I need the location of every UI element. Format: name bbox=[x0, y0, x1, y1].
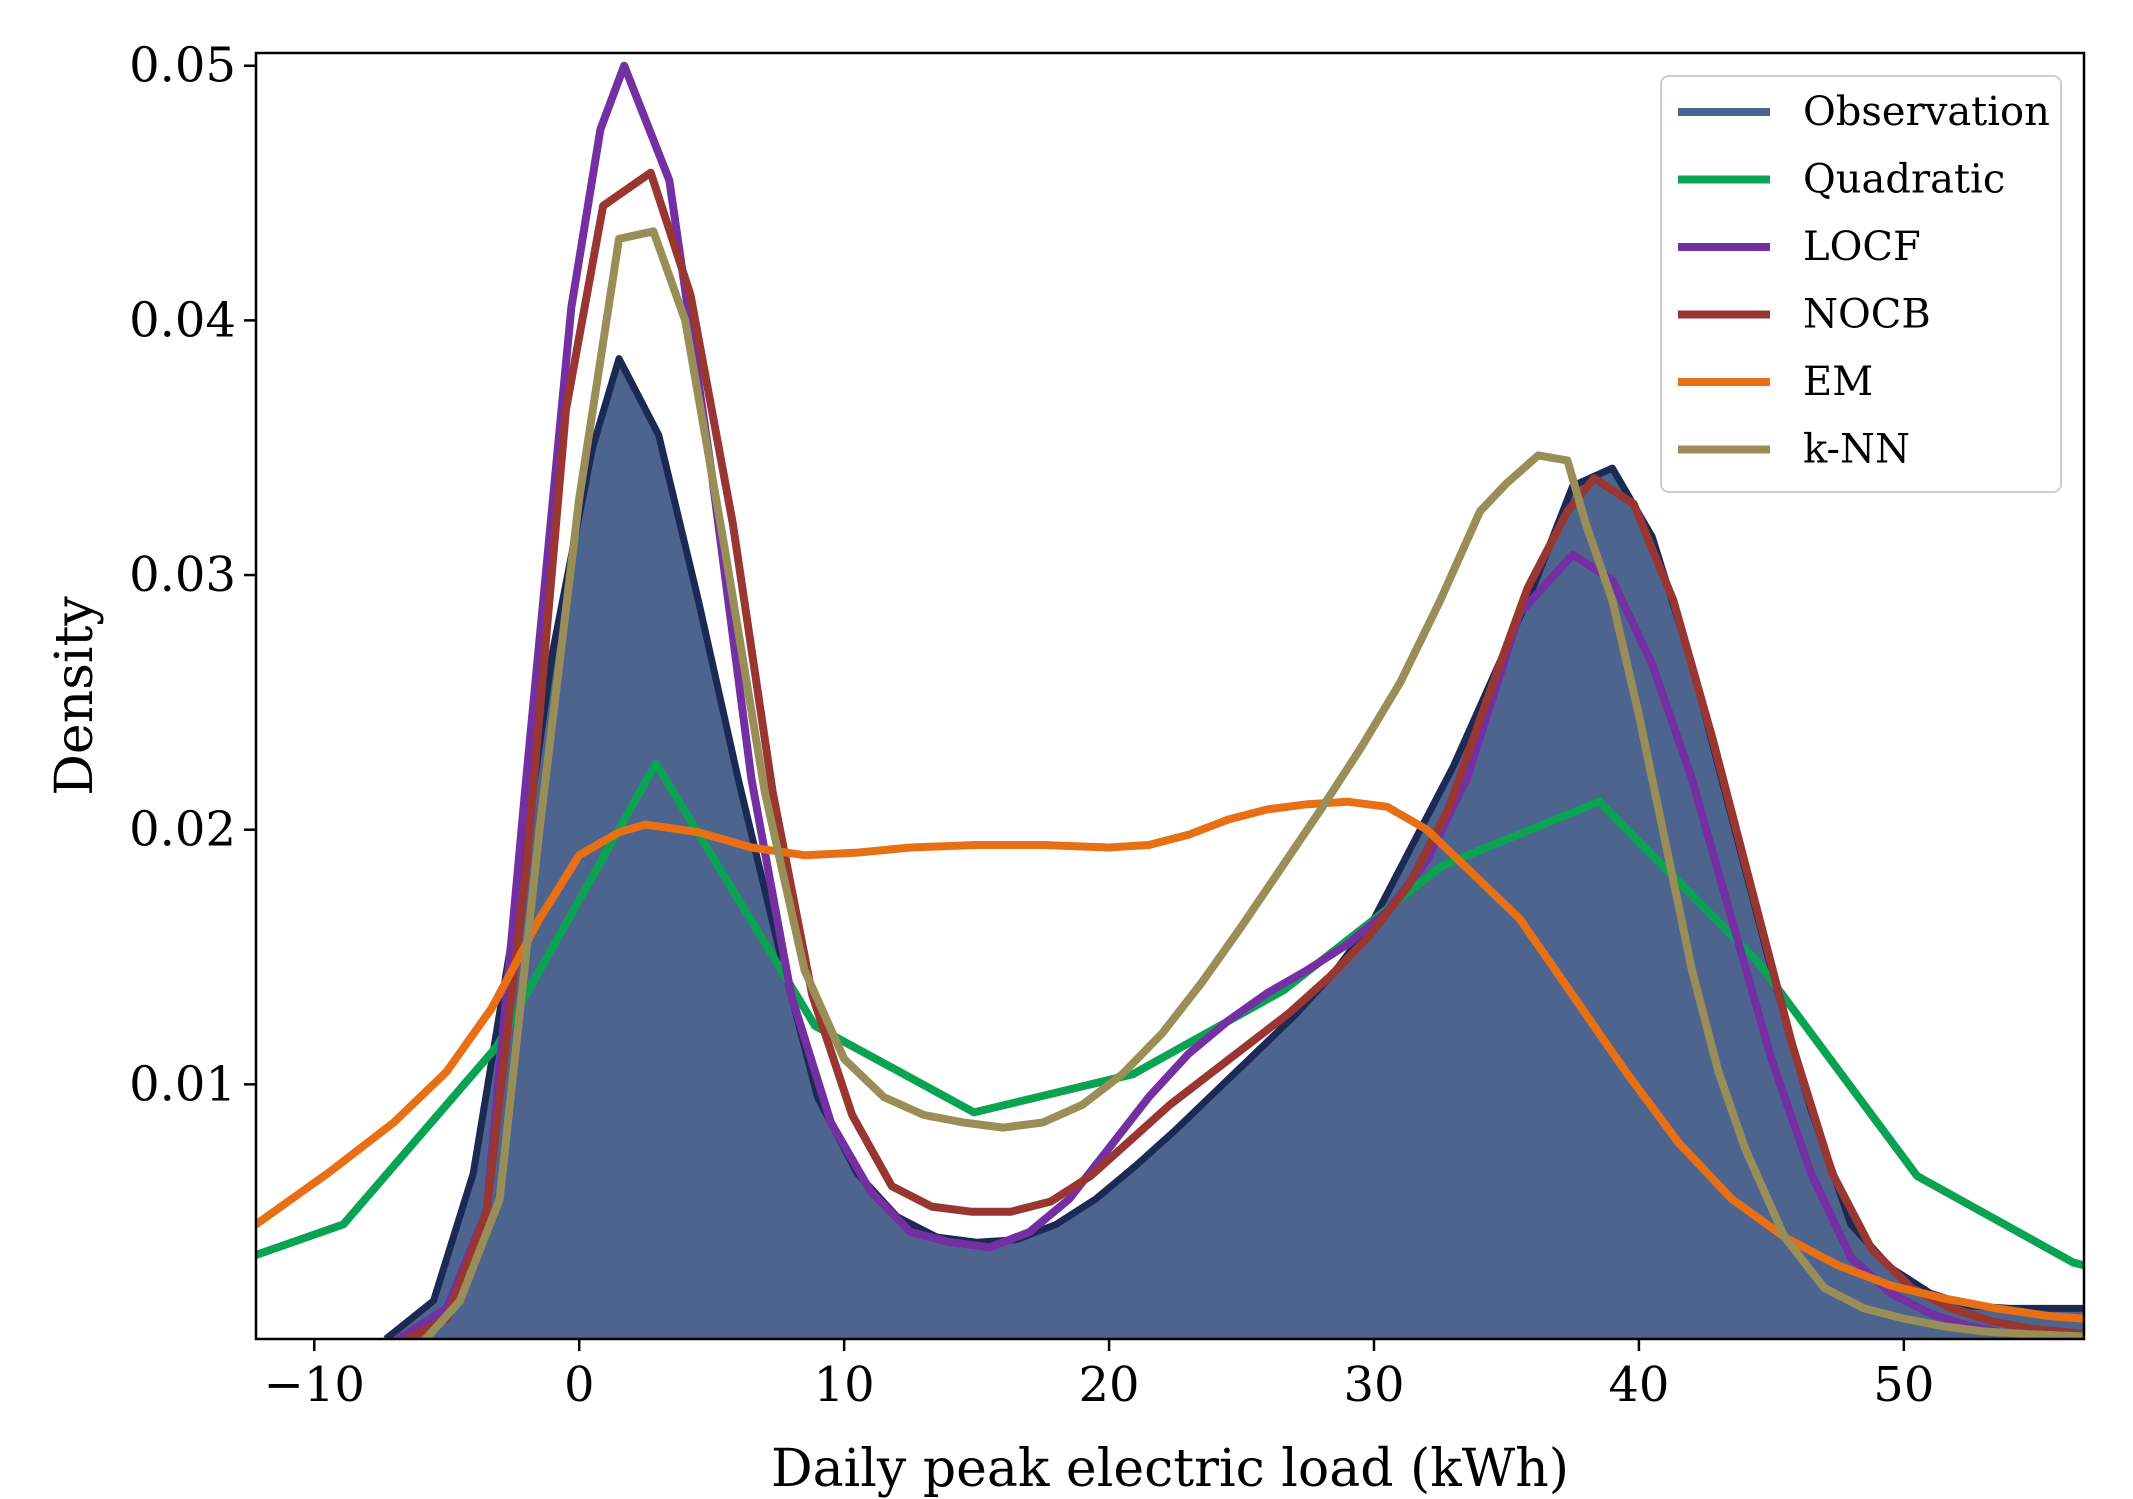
x-axis-label: Daily peak electric load (kWh) bbox=[771, 1439, 1569, 1499]
y-tick-label: 0.05 bbox=[129, 38, 236, 94]
x-axis: −10 0 10 20 30 40 50 bbox=[264, 1339, 1934, 1413]
x-tick-label: 10 bbox=[814, 1357, 875, 1413]
legend-label-locf: LOCF bbox=[1803, 224, 1921, 270]
x-tick-label: 50 bbox=[1873, 1357, 1934, 1413]
x-tick-label: 20 bbox=[1079, 1357, 1140, 1413]
x-tick-label: 0 bbox=[564, 1357, 595, 1413]
plot-frame bbox=[254, 51, 2086, 1341]
series-em-line bbox=[256, 797, 2084, 1323]
series-locf-line bbox=[395, 61, 2084, 1339]
series-observation-area bbox=[385, 358, 2084, 1339]
y-tick-label: 0.02 bbox=[129, 802, 236, 858]
legend-label-em: EM bbox=[1803, 359, 1873, 405]
legend: Observation Quadratic LOCF NOCB EM k-NN bbox=[1660, 75, 2062, 493]
series-nocb-line bbox=[403, 168, 2084, 1339]
series-layer bbox=[256, 61, 2084, 1339]
y-tick-label: 0.04 bbox=[129, 292, 236, 348]
y-tick-label: 0.01 bbox=[129, 1056, 236, 1112]
y-axis-label: Density bbox=[45, 596, 105, 796]
y-tick-label: 0.03 bbox=[129, 547, 236, 603]
series-k-nn-line bbox=[421, 227, 2084, 1339]
x-tick-label: −10 bbox=[264, 1357, 365, 1413]
legend-label-quadratic: Quadratic bbox=[1803, 157, 2005, 203]
legend-label-k-nn: k-NN bbox=[1803, 427, 1910, 473]
x-tick-label: 40 bbox=[1608, 1357, 1669, 1413]
legend-label-observation: Observation bbox=[1803, 89, 2050, 135]
legend-label-nocb: NOCB bbox=[1803, 292, 1931, 338]
x-tick-label: 30 bbox=[1343, 1357, 1404, 1413]
y-axis: 0.01 0.02 0.03 0.04 0.05 bbox=[129, 38, 256, 1112]
